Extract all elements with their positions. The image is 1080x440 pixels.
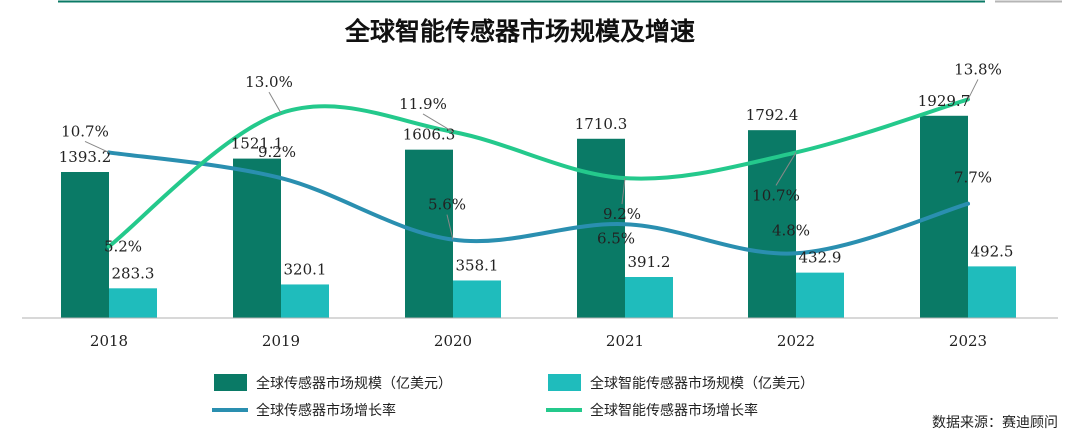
legend-label-smart-sensor-growth: 全球智能传感器市场增长率 [590,402,758,419]
x-tick-2021: 2021 [606,332,644,350]
bar-label-sensor-market-2019: 1521.1 [231,135,284,153]
lines-layer [107,97,970,256]
rate-label-smart-sensor-growth-2023: 13.8% [954,60,1002,78]
rate-label-sensor-growth-2022: 4.8% [772,221,810,239]
bar-sensor-market-2021 [577,138,625,318]
leader-smart-sensor-growth-2023 [967,79,979,100]
bars-layer [61,115,1016,318]
legend-label-sensor-growth: 全球传感器市场增长率 [256,402,396,419]
leader-smart-sensor-growth-2022 [775,152,797,186]
bar-smart-sensor-market-2023 [968,266,1016,318]
rate-label-sensor-growth-2020: 5.6% [428,196,466,214]
rate-label-sensor-growth-2018: 10.7% [61,122,109,140]
bar-label-smart-sensor-market-2020: 358.1 [456,256,499,274]
bar-label-sensor-market-2021: 1710.3 [575,115,628,133]
bar-smart-sensor-market-2021 [625,277,673,318]
bar-sensor-market-2019 [233,158,281,318]
x-axis-ticks: 2018 2019 2020 2021 2022 2023 [90,332,987,350]
rate-label-smart-sensor-growth-2019: 13.0% [245,73,293,91]
legend-label-sensor-market: 全球传感器市场规模（亿美元） [256,375,452,392]
rate-label-sensor-growth-2023: 7.7% [954,169,992,187]
line-smart-sensor-growth [107,97,970,249]
x-tick-2023: 2023 [949,332,987,350]
rate-label-sensor-growth-2021: 6.5% [597,229,635,247]
bar-label-smart-sensor-market-2023: 492.5 [971,242,1014,260]
bar-sensor-market-2018 [61,172,109,318]
leader-smart-sensor-growth-2021 [621,178,626,205]
bar-label-sensor-market-2018: 1393.2 [59,148,112,166]
rate-label-smart-sensor-growth-2020: 11.9% [399,95,447,113]
bar-smart-sensor-market-2022 [796,272,844,318]
bar-label-smart-sensor-market-2021: 391.2 [628,253,671,271]
bar-label-smart-sensor-market-2018: 283.3 [112,264,155,282]
bar-smart-sensor-market-2018 [109,288,157,318]
bar-smart-sensor-market-2019 [281,284,329,318]
rate-label-sensor-growth-2019: 9.2% [258,143,296,161]
x-tick-2019: 2019 [262,332,300,350]
bar-label-smart-sensor-market-2019: 320.1 [284,260,327,278]
bar-label-sensor-market-2020: 1606.3 [403,126,456,144]
rate-label-smart-sensor-growth-2021: 9.2% [603,205,641,223]
leader-sensor-growth-2018 [84,140,110,153]
x-tick-2018: 2018 [90,332,128,350]
bar-smart-sensor-market-2020 [453,280,501,318]
labels-layer: 1393.2 283.3 1521.1 320.1 1606.3 358.1 1710.3 3… [59,60,1014,282]
leader-sensor-growth-2020 [446,214,454,240]
leader-smart-sensor-growth-2020 [422,113,454,133]
rate-label-smart-sensor-growth-2018: 5.2% [104,237,142,255]
leader-smart-sensor-growth-2019 [268,91,282,114]
bar-label-sensor-market-2022: 1792.4 [746,106,799,124]
legend: 全球传感器市场规模（亿美元） 全球智能传感器市场规模（亿美元） 全球传感器市场增… [212,374,814,419]
chart-title: 全球智能传感器市场规模及增速 [344,17,695,46]
bar-label-sensor-market-2023: 1929.7 [918,92,971,110]
bar-label-smart-sensor-market-2022: 432.9 [799,249,842,267]
rate-label-smart-sensor-growth-2022: 10.7% [752,186,800,204]
x-tick-2020: 2020 [434,332,472,350]
line-sensor-growth [107,150,970,256]
legend-swatch-sensor-market [214,374,247,391]
legend-swatch-smart-sensor-market [548,374,581,391]
x-tick-2022: 2022 [777,332,815,350]
legend-label-smart-sensor-market: 全球智能传感器市场规模（亿美元） [590,375,814,392]
source-note: 数据来源：赛迪顾问 [932,415,1058,431]
